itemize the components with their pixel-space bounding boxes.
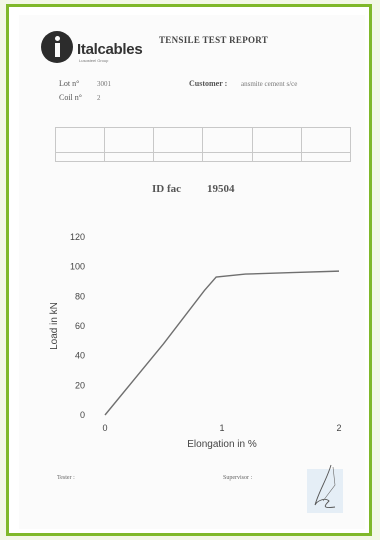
x-tick-label: 0 xyxy=(102,423,107,433)
y-axis-label: Load in kN xyxy=(49,302,60,350)
y-tick-label: 20 xyxy=(75,380,85,390)
table-header-cell xyxy=(251,127,302,153)
coil-value: 2 xyxy=(97,94,101,102)
x-axis-label: Elongation in % xyxy=(187,439,257,450)
table-header-row xyxy=(54,127,352,153)
series-line xyxy=(104,270,340,416)
y-tick-label: 100 xyxy=(70,262,85,272)
test-results-table xyxy=(54,127,352,162)
id-value: 19504 xyxy=(207,183,235,195)
tester-label: Tester : xyxy=(57,475,75,481)
table-header-cell xyxy=(54,127,106,153)
table-header-cell xyxy=(300,127,352,153)
lot-label: Lot n° xyxy=(59,79,80,88)
table-cell xyxy=(54,152,106,162)
table-header-cell xyxy=(202,127,253,153)
table-header-cell xyxy=(153,127,204,153)
table-header-cell xyxy=(104,127,155,153)
customer-label: Customer : xyxy=(189,79,228,88)
brand-name: Italcables xyxy=(77,41,143,58)
y-tick-label: 80 xyxy=(75,291,85,301)
y-tick-label: 40 xyxy=(75,351,85,361)
table-cell xyxy=(202,152,253,162)
document-frame: Italcables Lusosteel Group TENSILE TEST … xyxy=(6,4,372,536)
id-label: ID fac xyxy=(152,183,182,195)
y-tick-label: 60 xyxy=(75,321,85,331)
brand-subtitle: Lusosteel Group xyxy=(79,58,109,63)
signature-image xyxy=(307,464,343,513)
table-cell xyxy=(104,152,155,162)
supervisor-label: Supervisor : xyxy=(223,475,253,481)
table-cell xyxy=(300,152,352,162)
report-page: Italcables Lusosteel Group TENSILE TEST … xyxy=(19,15,365,529)
company-logo-icon xyxy=(41,31,73,63)
customer-value: ansmite cement s/ce xyxy=(241,80,298,88)
load-elongation-chart: 0 20 40 60 80 100 120 0 1 2 Elongation in % Load in… xyxy=(49,232,342,450)
table-row xyxy=(54,152,352,162)
x-tick-label: 1 xyxy=(219,423,224,433)
table-cell xyxy=(153,152,204,162)
y-tick-label: 120 xyxy=(70,232,85,242)
report-title: TENSILE TEST REPORT xyxy=(159,35,269,45)
coil-label: Coil n° xyxy=(59,93,82,102)
lot-value: 3001 xyxy=(97,80,111,88)
table-cell xyxy=(251,152,302,162)
x-tick-label: 2 xyxy=(336,423,341,433)
y-tick-label: 0 xyxy=(80,410,85,420)
